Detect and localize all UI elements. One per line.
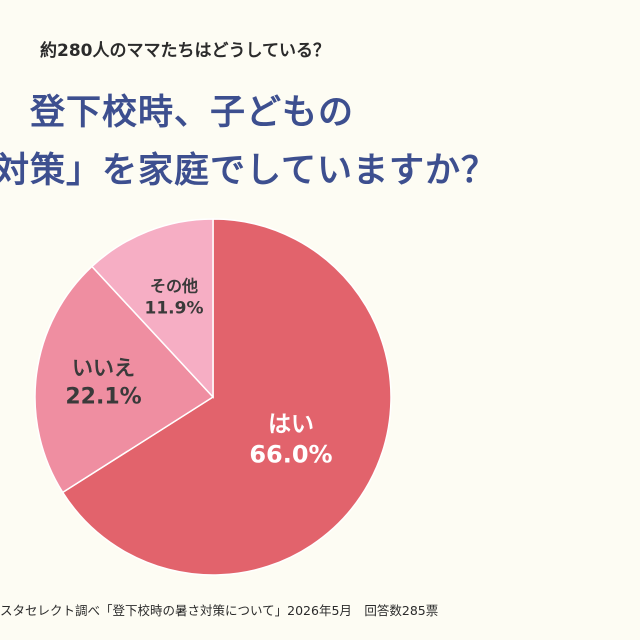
slice-label-3: その他 [150,277,198,296]
slice-label-1: はい [268,411,314,437]
source-note: スタセレクト調べ「登下校時の暑さ対策について」2026年5月 回答数285票 [0,603,439,618]
pie-slice-1 [61,218,392,576]
pie-labels: はい 66.0% いいえ 22.1% その他 11.9% [65,277,332,469]
slice-value-3: 11.9% [145,299,204,319]
pie-slices [34,218,392,576]
pie-slice-3 [90,218,214,399]
slice-value-2: 22.1% [65,385,141,410]
headline-line-2: 対策」を家庭でしていますか？ [0,151,497,191]
pie-slice-2 [34,265,215,494]
headline-line-1: 登下校時、子どもの [30,93,355,133]
slice-value-1: 66.0% [249,441,332,469]
survey-caption: 約280人のママたちはどうしている？ [40,41,330,61]
slice-label-2: いいえ [72,356,135,380]
